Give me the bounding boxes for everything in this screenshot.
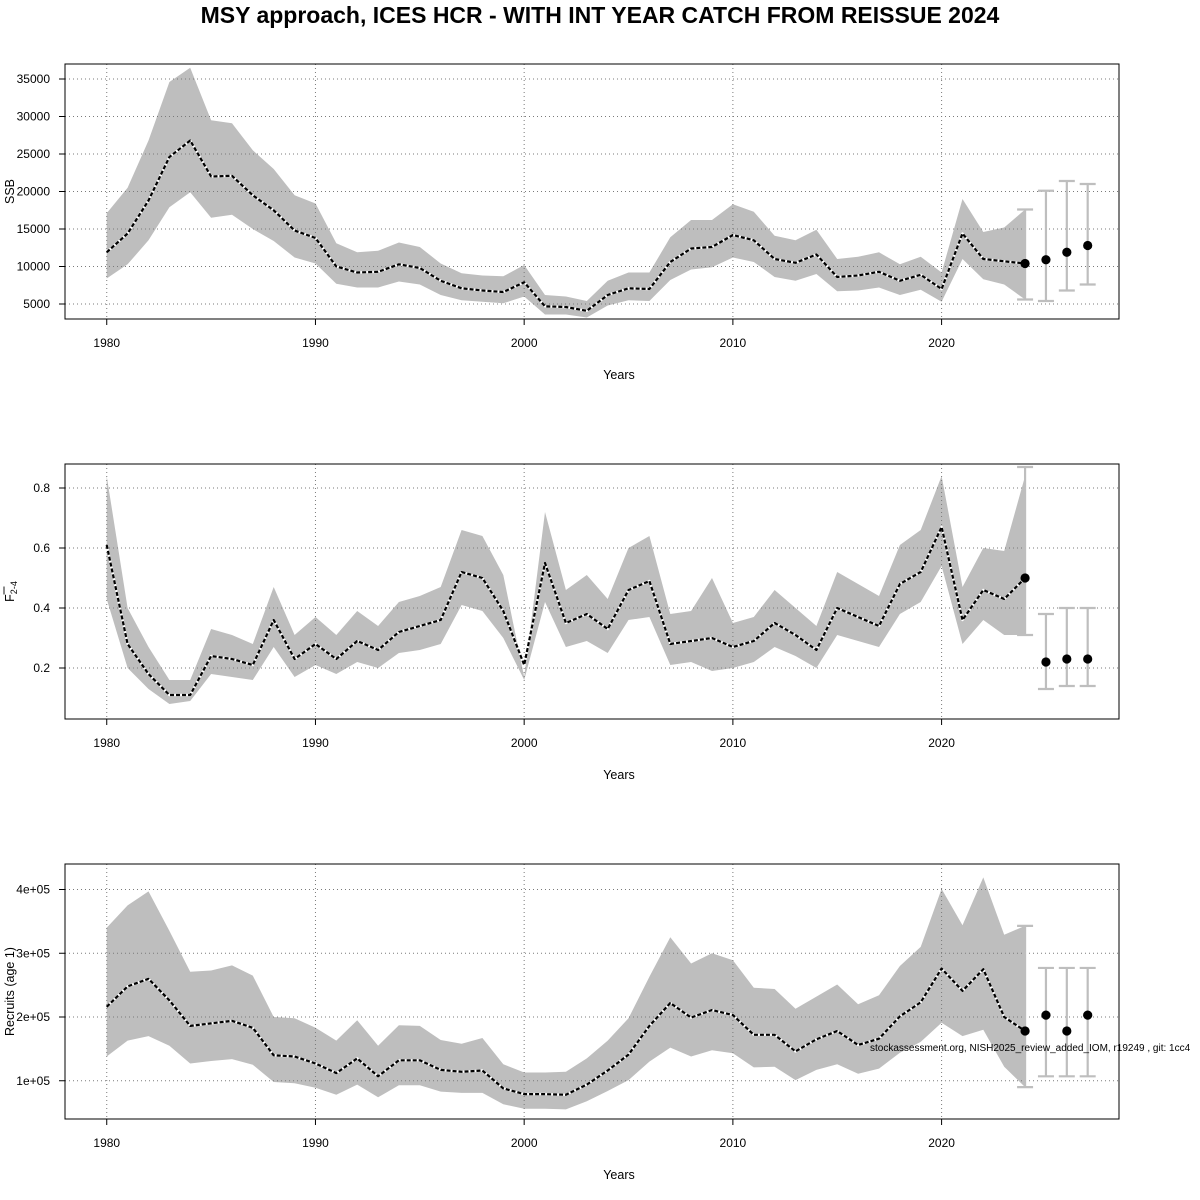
y-tick-label: 5000 [23, 297, 50, 311]
y-tick-label: 3e+05 [16, 946, 50, 960]
forecast-point [1041, 1010, 1051, 1020]
x-tick-label: 2020 [928, 336, 955, 350]
confidence-band [106, 67, 1026, 318]
x-axis-title: Years [603, 768, 635, 782]
x-tick-label: 1980 [93, 336, 120, 350]
panel-recruits: 1980 1990 2000 2010 2020 1e+05 2e+05 3e+05 4e+05… [3, 863, 1120, 1182]
y-tick-label: 25000 [17, 147, 51, 161]
y-axis-title: SSB [3, 179, 17, 204]
x-tick-label: 2000 [511, 736, 538, 750]
forecast-point [1041, 657, 1051, 667]
x-tick-label: 2020 [928, 736, 955, 750]
y-tick-label: 0.8 [33, 481, 50, 495]
confidence-band [106, 476, 1026, 704]
x-tick-label: 2000 [511, 1136, 538, 1150]
y-tick-label: 20000 [17, 185, 51, 199]
x-axis-title: Years [603, 368, 635, 382]
estimate-line [105, 967, 1026, 1096]
y-axis-title: F2-4 [3, 581, 19, 602]
x-axis-title: Years [603, 1168, 635, 1182]
x-tick-label: 2010 [720, 336, 747, 350]
x-tick-label: 2010 [720, 736, 747, 750]
y-tick-label: 10000 [17, 260, 51, 274]
x-tick-label: 1990 [302, 1136, 329, 1150]
chart-title: MSY approach, ICES HCR - WITH INT YEAR C… [200, 2, 1000, 28]
x-tick-label: 1990 [302, 336, 329, 350]
estimate-line [105, 525, 1026, 697]
panel-ssb: 1980 1990 2000 2010 2020 5000 10000 15000 20000 2… [3, 63, 1120, 382]
x-tick-label: 2010 [720, 1136, 747, 1150]
forecast-point [1041, 255, 1051, 265]
y-tick-label: 0.2 [33, 661, 50, 675]
forecast-point [1062, 654, 1072, 664]
forecast-point [1020, 573, 1030, 583]
plot-frame [64, 463, 1120, 720]
x-tick-label: 2020 [928, 1136, 955, 1150]
y-tick-label: 30000 [17, 110, 51, 124]
y-axis-title: Recruits (age 1) [3, 947, 17, 1036]
confidence-band [106, 877, 1026, 1110]
y-tick-label: 2e+05 [16, 1010, 50, 1024]
y-tick-label: 4e+05 [16, 883, 50, 897]
forecast-point [1020, 1026, 1030, 1036]
forecast-point [1062, 1026, 1072, 1036]
y-tick-label: 15000 [17, 222, 51, 236]
x-tick-label: 1980 [93, 1136, 120, 1150]
footer-note: stockassessment.org, NISH2025_review_add… [870, 1043, 1191, 1054]
x-tick-label: 1980 [93, 736, 120, 750]
forecast-point [1083, 1010, 1093, 1020]
forecast-point [1083, 654, 1093, 664]
plot-frame [64, 863, 1120, 1120]
forecast-point [1083, 240, 1093, 251]
y-axis-title-subscript: 2-4 [9, 581, 19, 594]
y-tick-label: 35000 [17, 72, 51, 86]
x-tick-label: 2000 [511, 336, 538, 350]
forecast-point [1062, 247, 1072, 257]
forecast-point [1020, 258, 1030, 269]
y-tick-label: 0.6 [33, 541, 50, 555]
x-tick-label: 1990 [302, 736, 329, 750]
y-tick-label: 0.4 [33, 601, 50, 615]
y-tick-label: 1e+05 [16, 1074, 50, 1088]
panel-fbar: 1980 1990 2000 2010 2020 0.2 0.4 0.6 0.8 Years F2-… [3, 463, 1120, 782]
estimate-line [105, 139, 1026, 312]
